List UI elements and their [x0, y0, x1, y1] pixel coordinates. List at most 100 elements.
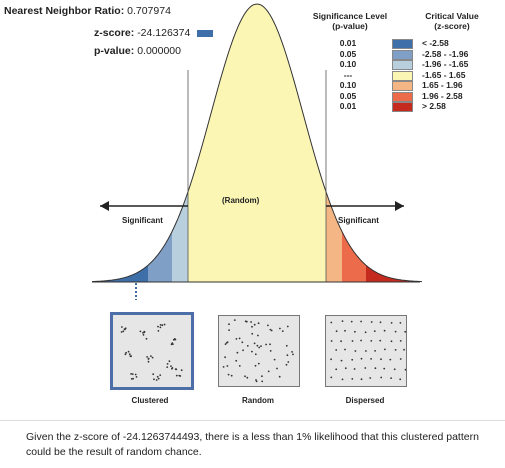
legend-crit-header-line1: Critical Value [425, 11, 479, 21]
random-dot [254, 364, 257, 367]
p-value-value: 0.000000 [137, 45, 181, 57]
cluster-dot [161, 324, 164, 327]
cluster-dot [135, 376, 138, 378]
dispersed-dot [390, 322, 393, 324]
dispersed-dot [341, 320, 344, 322]
dispersed-dot [364, 331, 367, 334]
dispersed-dot [390, 377, 392, 379]
legend-sig-value: --- [343, 69, 353, 80]
cluster-dot [157, 325, 159, 328]
legend-swatch [392, 39, 413, 49]
dispersed-dot [399, 378, 402, 381]
legend-swatch [392, 91, 413, 102]
z-score-label: z-score: [94, 27, 135, 39]
dispersed-dot [344, 367, 347, 370]
z-score-line: z-score: -24.126374 [94, 27, 214, 39]
nn-ratio-label: Nearest Neighbor Ratio: [4, 5, 125, 17]
random-dot [261, 380, 264, 383]
dispersed-dot [330, 321, 333, 324]
random-dot [246, 376, 249, 379]
band-left-010 [172, 4, 188, 282]
clustered-pattern-panel [110, 312, 194, 390]
legend-sig-value: 0.01 [339, 101, 357, 111]
band-left-005 [148, 4, 172, 282]
random-dot [261, 375, 263, 378]
cluster-dot [142, 332, 144, 334]
p-value-label: p-value: [94, 45, 135, 57]
random-dot [242, 349, 244, 352]
random-dot [281, 330, 284, 332]
cluster-dot [152, 373, 155, 376]
dispersed-dot [340, 340, 342, 343]
cluster-dot [134, 373, 137, 376]
dispersed-dot [364, 367, 367, 369]
dispersed-dot [350, 320, 353, 323]
dispersed-dot [369, 377, 372, 379]
legend-sig-value: 0.10 [339, 80, 357, 90]
random-dot [222, 366, 225, 368]
cluster-dot [159, 374, 162, 376]
dispersed-caption: Dispersed [345, 396, 385, 405]
legend-swatch [392, 70, 413, 81]
dispersed-dot [399, 358, 402, 360]
cluster-dot [156, 375, 159, 378]
dispersed-dot [354, 350, 357, 352]
random-dot [269, 350, 272, 352]
cluster-dot [163, 323, 166, 326]
random-dot [269, 328, 272, 331]
legend-crit-header-line2: (z-score) [434, 21, 470, 31]
cluster-dot [131, 373, 134, 375]
dispersed-dot [351, 358, 354, 361]
nn-ratio-line: Nearest Neighbor Ratio: 0.707974 [4, 5, 171, 17]
dispersed-dot [353, 368, 356, 370]
divider [0, 420, 505, 421]
dispersed-dot [399, 322, 402, 324]
dispersed-dot [399, 340, 402, 342]
dispersed-pattern-panel [325, 315, 407, 387]
cluster-dot [159, 326, 162, 329]
dispersed-dot [374, 367, 377, 370]
cluster-dot [157, 377, 160, 380]
dispersed-dot [383, 367, 386, 370]
legend-sig-value: 0.10 [339, 59, 357, 69]
cluster-dot [175, 374, 178, 377]
dispersed-dot [393, 368, 396, 371]
cluster-dot [139, 330, 142, 333]
random-dot [255, 380, 258, 383]
legend-row: 0.01 < -2.58 [0, 38, 505, 49]
cluster-dot [127, 350, 130, 353]
random-dot [258, 346, 261, 349]
legend-sig-header-line1: Significance Level [312, 11, 388, 21]
legend-swatch [392, 60, 413, 70]
legend-row: 0.10 -1.96 - -1.65 [0, 59, 505, 70]
dispersed-dot [379, 321, 382, 324]
dispersed-dot [384, 348, 386, 351]
dispersed-dot [351, 340, 354, 342]
dispersed-dot [360, 339, 362, 342]
dispersed-dot [403, 348, 405, 351]
random-dot [238, 365, 241, 367]
dispersed-dot [370, 321, 373, 323]
significant-left-label: Significant [122, 216, 163, 225]
random-dot [269, 343, 271, 346]
dispersed-dot [330, 376, 333, 379]
legend-sig-header: Significance Level (p-value) [300, 11, 400, 31]
random-dot [257, 362, 260, 365]
cluster-dot [159, 324, 162, 326]
dispersed-dot [373, 330, 376, 332]
random-dot [270, 329, 273, 332]
band-right-005 [342, 4, 366, 282]
cluster-dot [172, 343, 174, 345]
cluster-dot [166, 366, 169, 368]
curve-bands [92, 4, 422, 282]
random-dot [251, 350, 253, 353]
legend-crit-value: 1.65 - 1.96 [422, 80, 463, 90]
dispersed-dot [360, 378, 363, 381]
random-dot [260, 345, 262, 347]
cluster-dot [168, 360, 171, 363]
legend-row: 0.05 -2.58 - -1.96 [0, 49, 505, 60]
random-dot [256, 344, 259, 347]
cluster-dot [125, 351, 127, 354]
dispersed-dot [370, 340, 373, 342]
legend-row: --- -1.65 - 1.65 [0, 70, 505, 81]
